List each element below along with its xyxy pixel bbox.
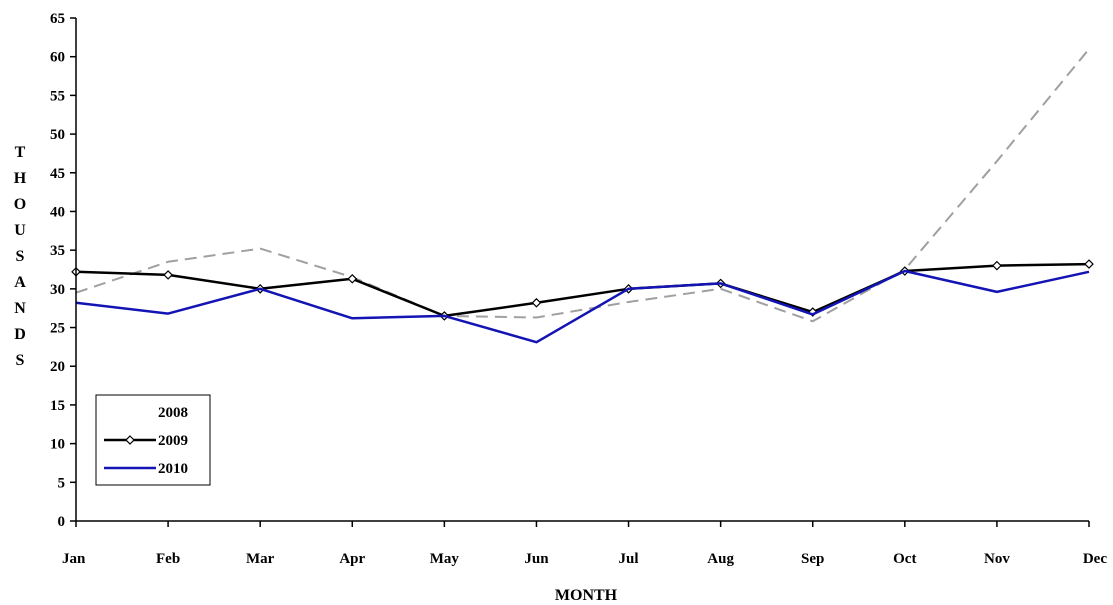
y-axis-ticks: 0 5 10 15 20 25 30 35 40 45 50 55 60 65 [50, 11, 76, 530]
data-point-2009 [992, 260, 1002, 271]
y-tick-label: 20 [50, 359, 65, 375]
y-tick-label: 30 [50, 282, 65, 298]
x-axis-title: MONTH [555, 587, 618, 604]
y-axis-title-letter: D [14, 326, 26, 343]
legend: 2008 2009 2010 [95, 394, 211, 486]
y-tick-label: 50 [50, 127, 65, 143]
data-point-2009 [163, 270, 173, 280]
y-axis-title-letter: A [14, 274, 26, 291]
y-axis-title-letter: T [15, 144, 26, 161]
x-tick-label: Nov [984, 551, 1010, 567]
legend-label-2009: 2009 [158, 433, 188, 449]
x-tick-label: Feb [156, 551, 180, 567]
y-tick-label: 0 [58, 514, 66, 530]
x-tick-label: Jun [524, 551, 549, 567]
series-line-2009 [75, 262, 1090, 318]
x-tick-label: Aug [707, 551, 734, 567]
series-line-2010 [75, 269, 1090, 344]
y-axis-title-letter: U [14, 222, 26, 239]
y-tick-label: 60 [50, 50, 65, 66]
data-point-2009 [347, 273, 358, 284]
x-tick-label: Mar [246, 551, 275, 567]
y-tick-label: 45 [50, 166, 65, 182]
data-point-2009 [1084, 259, 1094, 269]
data-point-2009 [531, 297, 542, 308]
y-tick-label: 25 [50, 321, 65, 337]
y-tick-label: 55 [50, 88, 65, 104]
y-tick-label: 10 [50, 437, 65, 453]
series-layer [71, 48, 1094, 344]
y-axis-title-letter: H [14, 170, 27, 187]
y-axis-title-letter: S [16, 352, 25, 369]
legend-marker-2009 [125, 435, 135, 445]
y-tick-label: 40 [50, 204, 65, 220]
y-tick-label: 5 [58, 475, 66, 491]
x-axis-ticks: Jan Feb Mar Apr May Jun Jul Aug Sep Oct Nov Dec [62, 521, 1107, 567]
x-tick-label: Oct [893, 551, 916, 567]
x-tick-label: Dec [1083, 551, 1107, 567]
y-axis-title-letter: O [14, 196, 26, 213]
y-tick-label: 15 [50, 398, 65, 414]
x-tick-label: Sep [801, 551, 824, 567]
x-tick-label: Apr [339, 551, 365, 567]
legend-label-2008: 2008 [158, 405, 188, 421]
x-tick-label: Jan [62, 551, 86, 567]
x-tick-label: Jul [619, 551, 639, 567]
y-tick-label: 35 [50, 243, 65, 259]
legend-label-2010: 2010 [158, 461, 188, 477]
y-axis-title-letter: N [14, 300, 26, 317]
series-line-2008 [75, 48, 1090, 323]
y-axis-title-letter: S [16, 248, 25, 265]
y-tick-label: 65 [50, 11, 65, 27]
x-tick-label: May [430, 551, 460, 567]
